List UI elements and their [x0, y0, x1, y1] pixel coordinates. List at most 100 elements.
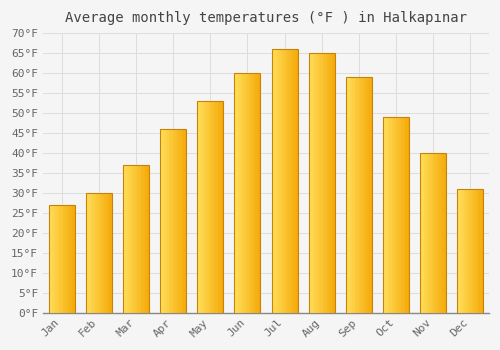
Bar	[426, 153, 428, 313]
Bar	[315, 53, 316, 313]
Bar	[405, 117, 406, 313]
Bar	[72, 205, 74, 313]
Bar	[319, 53, 320, 313]
Bar	[67, 205, 68, 313]
Bar	[146, 165, 148, 313]
Bar	[241, 73, 242, 313]
Bar	[172, 129, 173, 313]
Bar	[104, 193, 105, 313]
Bar	[296, 49, 298, 313]
Bar	[408, 117, 409, 313]
Bar	[98, 193, 100, 313]
Bar	[383, 117, 384, 313]
Bar	[136, 165, 137, 313]
Bar	[470, 189, 472, 313]
Bar	[212, 101, 213, 313]
Bar	[480, 189, 482, 313]
Bar	[370, 77, 372, 313]
Bar	[276, 49, 278, 313]
Bar	[128, 165, 130, 313]
Bar	[127, 165, 128, 313]
Bar	[327, 53, 328, 313]
Bar	[259, 73, 260, 313]
Bar	[278, 49, 280, 313]
Bar	[137, 165, 138, 313]
Bar	[430, 153, 432, 313]
Bar	[204, 101, 205, 313]
Bar	[383, 117, 409, 313]
Bar	[432, 153, 433, 313]
Bar	[50, 205, 51, 313]
Bar	[322, 53, 323, 313]
Bar	[62, 205, 63, 313]
Bar	[202, 101, 203, 313]
Bar	[294, 49, 295, 313]
Bar	[140, 165, 141, 313]
Bar	[474, 189, 476, 313]
Bar	[312, 53, 314, 313]
Bar	[250, 73, 252, 313]
Bar	[181, 129, 182, 313]
Bar	[310, 53, 312, 313]
Bar	[406, 117, 408, 313]
Bar	[55, 205, 56, 313]
Bar	[106, 193, 108, 313]
Bar	[386, 117, 387, 313]
Bar	[332, 53, 334, 313]
Bar	[59, 205, 60, 313]
Bar	[86, 193, 112, 313]
Bar	[96, 193, 98, 313]
Bar	[110, 193, 112, 313]
Bar	[482, 189, 484, 313]
Bar	[160, 129, 162, 313]
Bar	[398, 117, 400, 313]
Bar	[420, 153, 446, 313]
Bar	[145, 165, 146, 313]
Bar	[347, 77, 348, 313]
Bar	[168, 129, 169, 313]
Bar	[404, 117, 405, 313]
Bar	[284, 49, 286, 313]
Bar	[441, 153, 442, 313]
Bar	[394, 117, 396, 313]
Bar	[308, 53, 310, 313]
Bar	[56, 205, 58, 313]
Bar	[358, 77, 359, 313]
Bar	[123, 165, 124, 313]
Bar	[220, 101, 222, 313]
Bar	[323, 53, 324, 313]
Bar	[328, 53, 330, 313]
Bar	[51, 205, 52, 313]
Bar	[396, 117, 398, 313]
Title: Average monthly temperatures (°F ) in Halkapınar: Average monthly temperatures (°F ) in Ha…	[65, 11, 467, 25]
Bar	[476, 189, 477, 313]
Bar	[234, 73, 260, 313]
Bar	[434, 153, 436, 313]
Bar	[108, 193, 109, 313]
Bar	[197, 101, 198, 313]
Bar	[240, 73, 241, 313]
Bar	[109, 193, 110, 313]
Bar	[287, 49, 288, 313]
Bar	[400, 117, 401, 313]
Bar	[200, 101, 201, 313]
Bar	[209, 101, 210, 313]
Bar	[54, 205, 55, 313]
Bar	[177, 129, 178, 313]
Bar	[254, 73, 255, 313]
Bar	[436, 153, 437, 313]
Bar	[48, 205, 74, 313]
Bar	[174, 129, 176, 313]
Bar	[237, 73, 238, 313]
Bar	[458, 189, 483, 313]
Bar	[246, 73, 248, 313]
Bar	[469, 189, 470, 313]
Bar	[234, 73, 236, 313]
Bar	[170, 129, 172, 313]
Bar	[460, 189, 461, 313]
Bar	[64, 205, 66, 313]
Bar	[282, 49, 283, 313]
Bar	[331, 53, 332, 313]
Bar	[138, 165, 140, 313]
Bar	[123, 165, 149, 313]
